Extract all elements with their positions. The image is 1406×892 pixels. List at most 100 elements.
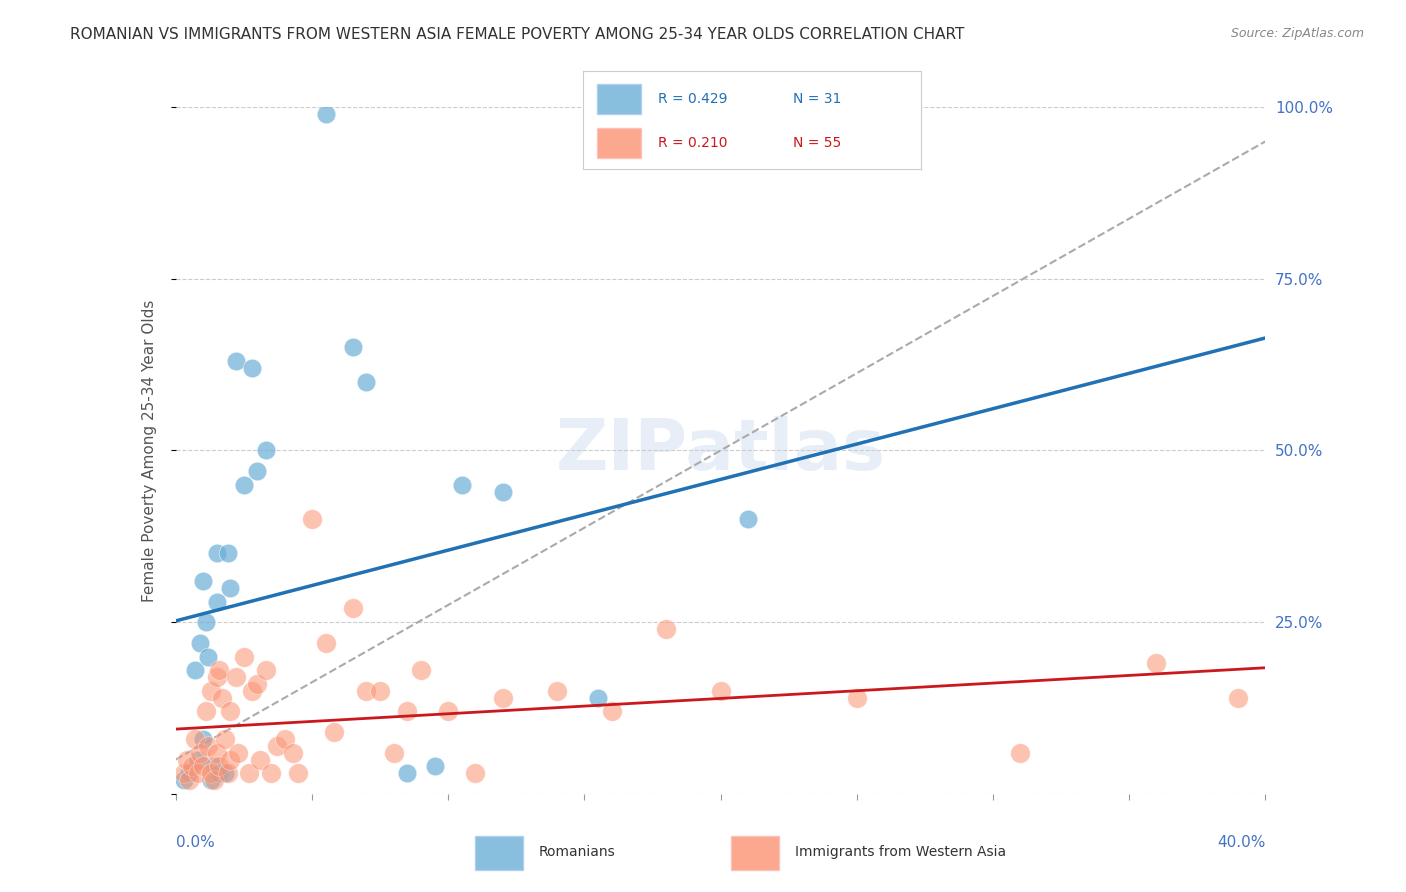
Point [200,766,222,780]
Point [322,725,344,739]
Point [205,546,228,561]
Point [232,478,254,492]
Text: Immigrants from Western Asia: Immigrants from Western Asia [796,845,1007,859]
Point [214,731,236,746]
Point [219,753,242,767]
Point [396,705,419,719]
Point [260,766,283,780]
Point [191,574,214,588]
Point [423,759,446,773]
Point [200,773,222,788]
Point [176,753,198,767]
Text: ROMANIAN VS IMMIGRANTS FROM WESTERN ASIA FEMALE POVERTY AMONG 25-34 YEAR OLDS CO: ROMANIAN VS IMMIGRANTS FROM WESTERN ASIA… [70,27,965,42]
Point [188,746,211,760]
Point [382,746,405,760]
Point [232,649,254,664]
Point [194,705,217,719]
Point [396,766,419,780]
FancyBboxPatch shape [598,128,641,158]
Point [356,683,378,698]
Point [586,690,609,705]
Text: 40.0%: 40.0% [1218,835,1265,850]
Text: N = 31: N = 31 [793,92,841,106]
Point [342,601,364,615]
Point [240,361,263,376]
Point [238,766,260,780]
Point [205,746,228,760]
Point [249,753,271,767]
Point [450,478,472,492]
Point [287,766,309,780]
Point [181,759,204,773]
Point [315,636,337,650]
Point [492,690,515,705]
Point [710,683,733,698]
Point [437,705,460,719]
Text: 0.0%: 0.0% [176,835,215,850]
Point [179,766,201,780]
Point [191,731,214,746]
Point [492,484,515,499]
Point [194,615,217,630]
Point [184,731,207,746]
Point [409,663,432,677]
Text: N = 55: N = 55 [793,136,841,150]
Point [202,759,225,773]
Point [600,705,623,719]
FancyBboxPatch shape [731,837,779,870]
Point [202,773,225,788]
Point [208,766,231,780]
Point [254,443,277,458]
Point [301,512,323,526]
Point [246,464,269,478]
Point [211,690,233,705]
Point [208,759,231,773]
Y-axis label: Female Poverty Among 25-34 Year Olds: Female Poverty Among 25-34 Year Olds [142,300,157,601]
Text: R = 0.210: R = 0.210 [658,136,727,150]
Point [179,773,201,788]
Point [266,739,288,753]
Point [368,683,391,698]
Point [228,746,250,760]
Point [845,690,868,705]
Point [254,663,277,677]
Point [205,670,228,684]
Point [188,636,211,650]
Point [737,512,759,526]
Point [173,773,195,788]
Point [191,759,214,773]
Text: Source: ZipAtlas.com: Source: ZipAtlas.com [1230,27,1364,40]
Point [1227,690,1250,705]
Point [219,705,242,719]
Point [1144,657,1167,671]
Point [208,663,231,677]
Point [281,746,304,760]
Point [197,649,219,664]
Text: Romanians: Romanians [538,845,616,859]
Point [274,731,297,746]
Point [225,670,247,684]
Text: ZIPatlas: ZIPatlas [555,416,886,485]
Point [205,594,228,608]
Point [240,683,263,698]
Point [214,766,236,780]
Point [219,581,242,595]
Point [186,766,209,780]
Point [184,663,207,677]
Point [546,683,568,698]
Point [197,739,219,753]
Point [200,683,222,698]
Point [225,354,247,368]
Point [315,107,337,121]
Point [356,375,378,389]
FancyBboxPatch shape [475,837,523,870]
Point [1010,746,1032,760]
Text: R = 0.429: R = 0.429 [658,92,727,106]
FancyBboxPatch shape [598,84,641,113]
Point [217,546,239,561]
Point [173,766,195,780]
Point [246,677,269,691]
Point [217,766,239,780]
Point [655,622,678,636]
Point [464,766,486,780]
